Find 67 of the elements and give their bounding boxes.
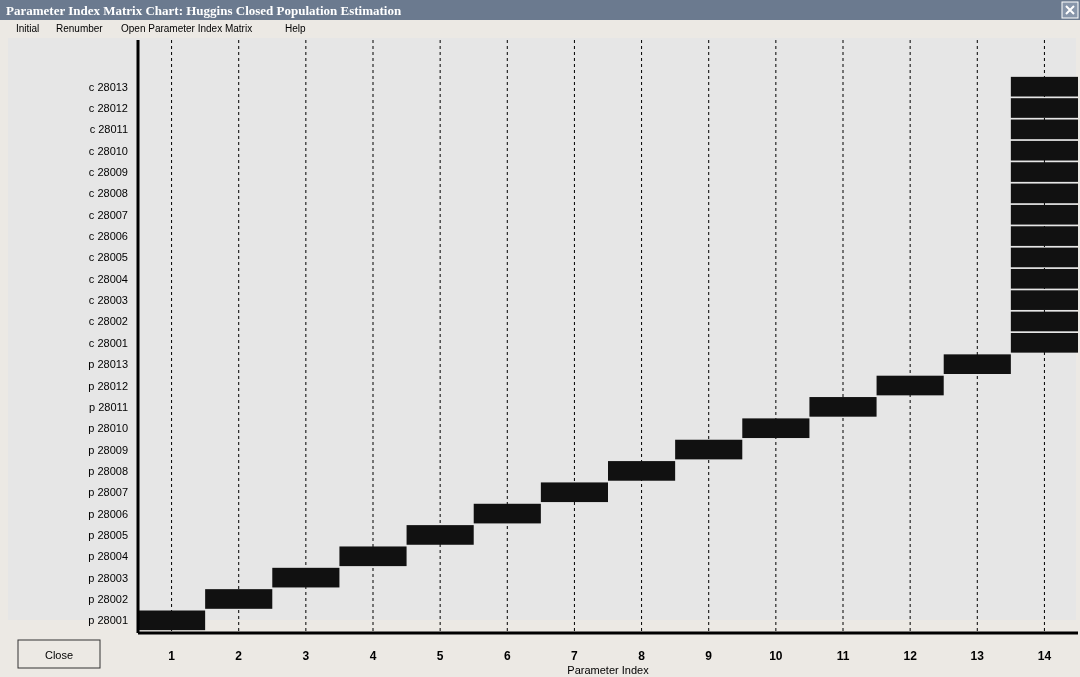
x-tick-label: 2	[235, 649, 243, 663]
bar	[1010, 247, 1078, 268]
bar	[1010, 183, 1078, 204]
x-tick-label: 11	[836, 649, 850, 663]
y-tick-label: p 28005	[88, 528, 128, 541]
bar	[1010, 76, 1078, 97]
text: Open Parameter Index Matrix	[121, 23, 253, 34]
y-tick-label: c 28006	[88, 230, 128, 243]
bar	[205, 589, 273, 609]
y-tick-label: p 28002	[88, 592, 128, 605]
x-tick-label: 6	[503, 649, 511, 663]
bar	[138, 610, 206, 631]
bar	[540, 482, 608, 503]
text: Help	[285, 23, 306, 34]
x-tick-label: 7	[571, 649, 579, 663]
text: Close	[44, 649, 74, 661]
y-tick-label: c 28007	[88, 208, 128, 221]
y-tick-label: c 28004	[88, 272, 128, 285]
y-tick-label: c 28011	[89, 123, 128, 136]
y-tick-label: p 28001	[88, 614, 128, 627]
x-tick-label: 12	[903, 649, 918, 663]
bar	[473, 503, 541, 524]
x-tick-label: 8	[638, 649, 646, 663]
x-tick-label: 14	[1037, 649, 1052, 663]
y-tick-label: c 28009	[88, 166, 128, 179]
chart-title: Parameter Index Matrix Chart: Huggins Closed Population Estimation	[6, 3, 402, 18]
y-tick-label: p 28013	[88, 358, 128, 371]
y-tick-label: p 28009	[88, 443, 128, 456]
x-tick-label: 1	[168, 649, 176, 663]
x-tick-label: 13	[970, 649, 985, 663]
y-tick-label: p 28007	[88, 486, 128, 499]
bar	[1010, 119, 1078, 140]
bar	[608, 461, 676, 481]
y-tick-label: c 28010	[88, 144, 128, 157]
y-tick-label: p 28003	[88, 571, 128, 584]
bar	[406, 525, 474, 545]
y-tick-label: p 28012	[88, 379, 128, 392]
bar	[1010, 98, 1078, 118]
y-tick-label: p 28004	[88, 550, 128, 563]
y-tick-label: p 28011	[89, 400, 128, 413]
y-tick-label: p 28008	[88, 464, 128, 477]
y-tick-label: p 28006	[88, 507, 128, 520]
x-tick-label: 5	[436, 649, 444, 663]
y-tick-label: c 28003	[88, 294, 128, 307]
y-tick-label: c 28013	[88, 80, 128, 93]
x-tick-label: 10	[769, 649, 783, 663]
text: Renumber	[56, 23, 104, 34]
bar	[675, 439, 743, 460]
x-axis-title: Parameter Index	[567, 664, 650, 676]
text: Initial	[16, 23, 40, 34]
bar	[943, 354, 1011, 374]
x-tick-label: 3	[302, 649, 310, 663]
x-tick-label: 9	[705, 649, 713, 663]
bar	[272, 567, 340, 588]
x-tick-label: 4	[369, 649, 377, 663]
y-tick-label: c 28008	[88, 187, 128, 200]
bar	[1010, 311, 1078, 332]
y-tick-label: p 28010	[88, 422, 128, 435]
y-tick-label: c 28001	[88, 336, 128, 349]
bar	[1010, 333, 1078, 353]
bar	[339, 546, 407, 567]
bar	[742, 418, 810, 439]
y-tick-label: c 28002	[88, 315, 128, 328]
bar	[809, 397, 877, 417]
y-tick-label: c 28012	[88, 102, 128, 115]
bar	[876, 375, 944, 396]
y-tick-label: c 28005	[88, 251, 128, 264]
